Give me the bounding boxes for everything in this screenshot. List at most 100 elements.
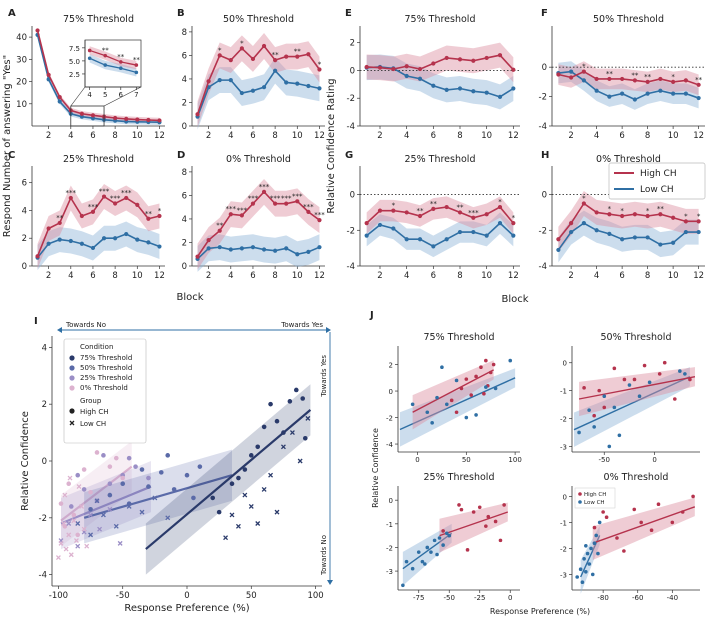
panel-j-0-ytick-label: 2 — [389, 362, 393, 370]
high-ch-line — [557, 202, 699, 240]
panel-G-xtick-label: 12 — [508, 271, 519, 281]
high-ch-point — [135, 202, 140, 207]
panel-j-1-ytick-label: -1 — [560, 388, 567, 396]
high-ch-point — [293, 387, 299, 393]
panel-C-ytick-label: 6 — [22, 179, 27, 189]
low-ch-point — [484, 385, 488, 389]
significance-marker: ** — [695, 76, 703, 84]
low-ch-point — [457, 86, 463, 91]
high-ch-point — [165, 453, 171, 458]
high-ch-point — [683, 219, 688, 224]
panel-A-xtick-label: 10 — [132, 131, 143, 141]
legend-group-label: Low CH — [80, 420, 106, 428]
high-ch-point — [620, 76, 625, 82]
low-ch-point — [432, 538, 437, 543]
low-ch-point — [647, 380, 652, 385]
high-fit-band — [579, 367, 695, 417]
low-ch-point — [306, 249, 311, 254]
low-ch-band — [197, 234, 320, 272]
low-ch-point — [68, 238, 73, 244]
panel-label-G: G — [345, 150, 353, 161]
low-ch-point — [250, 245, 256, 250]
inset-high-band — [89, 46, 137, 70]
legend-condition-swatch — [69, 365, 75, 371]
panel-B-ytick-label: 4 — [182, 75, 187, 85]
low-ch-point — [444, 87, 449, 92]
high-ch-point — [607, 212, 612, 217]
significance-marker: ** — [657, 205, 665, 213]
high-ch-point — [569, 75, 574, 80]
low-ch-point — [578, 567, 583, 571]
inset-high-point — [87, 48, 92, 53]
low-ch-point — [401, 583, 405, 588]
panel-j-3-xtick-label: -80 — [597, 594, 608, 602]
panel-title: 25% Threshold — [405, 154, 476, 165]
high-ch-point — [391, 66, 396, 72]
inset-high-line — [89, 49, 137, 66]
panel-i-ytick-label: 4 — [42, 343, 47, 353]
panel-D-ytick-label: 8 — [182, 168, 187, 178]
panel-A-ytick-label: 40 — [16, 33, 27, 43]
high-ch-point — [281, 430, 286, 435]
low-ch-point — [587, 562, 592, 566]
high-ch-point — [317, 218, 322, 223]
low-ch-line — [366, 222, 514, 248]
panel-label-B: B — [177, 8, 185, 19]
high-ch-band — [37, 184, 160, 269]
ylabel-right: Relative Confidence Rating — [326, 78, 337, 213]
high-ch-point — [657, 372, 662, 376]
panel-label-D: D — [177, 150, 185, 161]
panel-label-J: J — [369, 310, 374, 321]
high-ch-point — [250, 56, 256, 62]
panel-j-2-xtick-label: -50 — [444, 594, 455, 602]
low-ch-point — [217, 245, 222, 250]
high-ch-point — [658, 212, 663, 217]
high-ch-point — [688, 377, 692, 382]
high-ch-point — [556, 237, 561, 242]
low-ch-point — [683, 372, 687, 376]
low-ch-point — [592, 425, 596, 429]
significance-marker: * — [582, 63, 586, 71]
low-ch-point — [431, 83, 436, 88]
low-ch-point — [157, 244, 162, 249]
high-ch-point — [206, 238, 211, 243]
high-fit-line — [412, 369, 494, 413]
low-ch-point — [696, 95, 701, 101]
low-ch-point — [364, 233, 369, 238]
legend-j: High CH Low CH — [574, 487, 616, 509]
high-ch-point — [79, 111, 84, 116]
high-ch-point — [645, 213, 650, 219]
low-ch-point — [297, 458, 303, 464]
panel-i-ytick-label: -4 — [39, 571, 47, 581]
high-ch-point — [683, 78, 688, 83]
low-ch-point — [447, 533, 452, 538]
panel-E-xtick-label: 4 — [404, 131, 409, 141]
panel-F-xtick-label: 6 — [619, 131, 624, 141]
panel-F-xtick-label: 4 — [594, 131, 599, 141]
low-ch-point — [581, 221, 586, 226]
significance-marker: *** — [281, 195, 292, 203]
panel-H-ytick-label: 0 — [542, 191, 547, 201]
panel-A: 2 4 6 8 10 12 10 20 30 40 75% Threshold — [16, 14, 165, 141]
high-ch-point — [101, 453, 106, 458]
low-ch-point — [88, 512, 94, 518]
panel-j-2: -75 -50 -25 0 -3 -2 -1 0 25% Threshold — [386, 472, 520, 602]
low-ch-point — [124, 231, 129, 237]
low-ch-point — [594, 533, 599, 538]
low-ch-point — [242, 492, 248, 498]
high-ch-point — [488, 370, 493, 375]
high-ch-point — [671, 215, 676, 220]
panel-G-xtick-label: 10 — [481, 271, 492, 281]
high-ch-point — [612, 366, 617, 371]
high-ch-point — [404, 64, 409, 69]
panel-E-xtick-label: 2 — [377, 131, 382, 141]
low-ch-point — [417, 76, 423, 81]
legend-condition-swatch — [69, 375, 75, 381]
high-ch-point — [71, 512, 77, 518]
high-fit-band — [439, 502, 508, 553]
panel-D-xtick-label: 4 — [228, 271, 233, 281]
subplot-title: 0% Threshold — [604, 472, 669, 483]
panel-title: 25% Threshold — [63, 154, 134, 165]
high-ch-point — [465, 548, 470, 552]
